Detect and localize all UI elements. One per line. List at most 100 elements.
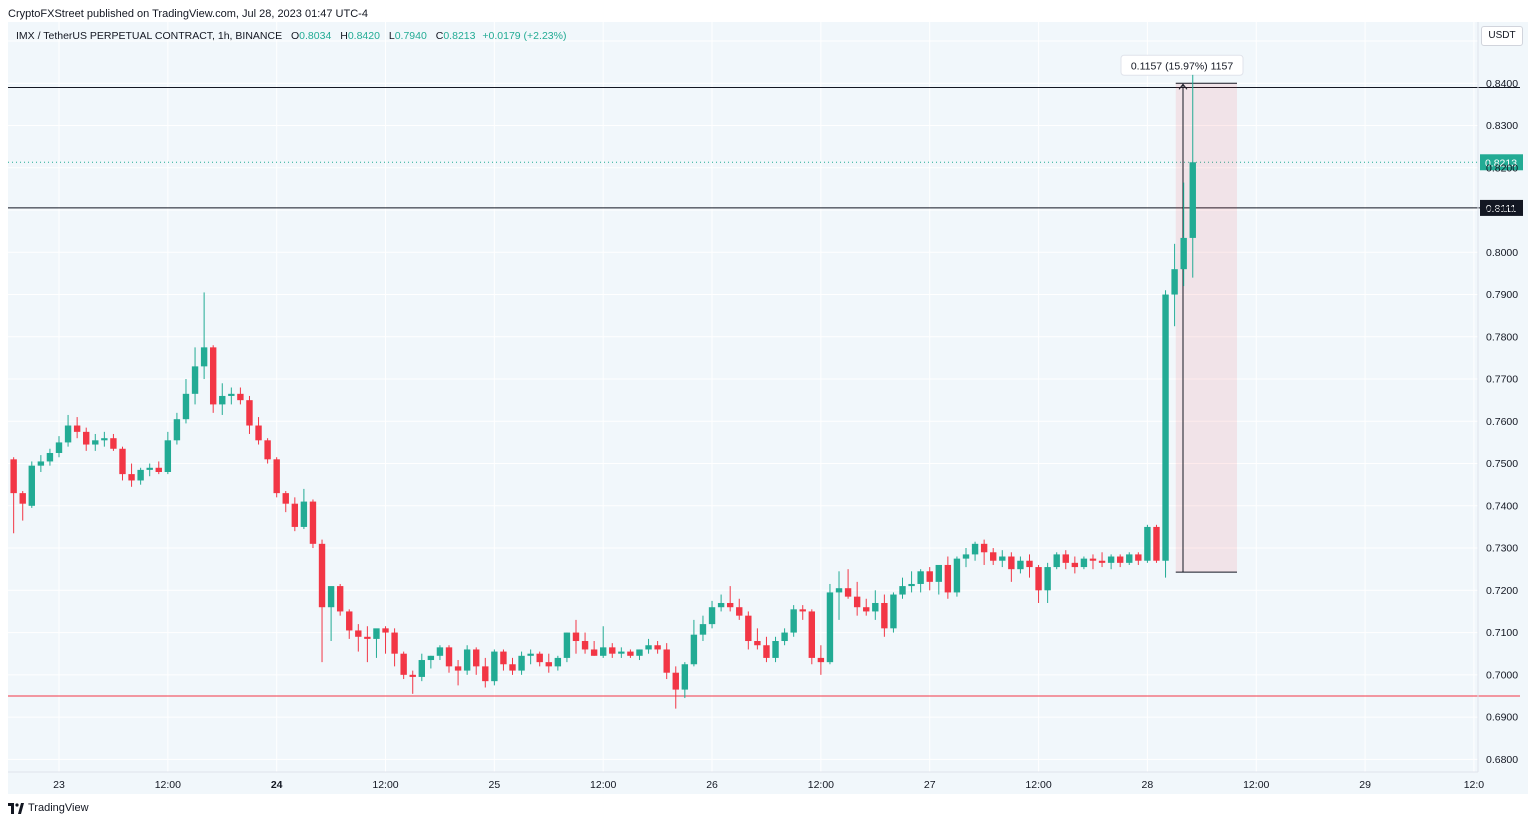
currency-unit-button[interactable]: USDT [1481, 26, 1523, 46]
candle-body [282, 493, 289, 504]
candle-body [28, 465, 35, 506]
candle-body [835, 588, 843, 593]
candle-up [300, 488, 308, 530]
candle-up [1180, 182, 1187, 287]
candle-body [219, 395, 226, 405]
candle-body [699, 624, 707, 635]
candle-up [1162, 290, 1169, 578]
candle-body [627, 651, 634, 656]
candle-body [427, 655, 435, 661]
candle-down [545, 653, 552, 673]
candle-down [83, 427, 90, 451]
candle-body [971, 543, 979, 555]
horizontal-levels: 0.8111 0.8213 [8, 86, 1523, 697]
candle-up [137, 467, 144, 485]
candle-body [1062, 554, 1069, 563]
candle-down [1062, 550, 1069, 570]
candle-up [971, 541, 979, 561]
candle-up [164, 431, 172, 475]
candle-body [228, 393, 235, 396]
close-value: 0.8213 [443, 30, 476, 42]
candle-body [1017, 560, 1024, 570]
level-price-tag [1480, 199, 1523, 216]
chart-area[interactable] [8, 22, 1528, 794]
time-tick-label: 12:00 [1025, 779, 1051, 791]
candle-down [382, 626, 389, 654]
candle-body [137, 469, 144, 481]
symbol-legend[interactable]: IMX / TetherUS PERPETUAL CONTRACT, 1h, B… [16, 30, 566, 42]
candle-down [128, 463, 135, 487]
candle-down [500, 649, 507, 671]
candle-body [155, 467, 162, 472]
price-tick-label: 0.8200 [1486, 162, 1518, 174]
candle-body [590, 649, 598, 656]
candle-down [255, 417, 262, 445]
time-tick-label: 27 [924, 779, 936, 791]
tradingview-logo[interactable]: TradingView [8, 802, 89, 814]
candle-body [64, 425, 72, 443]
candle-up [373, 628, 380, 658]
candle-down [309, 499, 317, 549]
candle-body [164, 440, 172, 472]
candle-down [799, 605, 806, 620]
time-tick-label: 23 [53, 779, 65, 791]
candle-up [200, 292, 208, 380]
candle-up [835, 571, 843, 620]
price-axis: 0.85000.84000.83000.82000.81000.80000.79… [1477, 22, 1518, 772]
candle-body [400, 653, 407, 675]
candle-body [436, 647, 444, 656]
candle-down [209, 345, 217, 413]
candle-up [1017, 556, 1024, 574]
candle-up [1189, 74, 1196, 278]
candle-body [128, 474, 135, 481]
candle-body [101, 438, 108, 441]
candle-body [745, 615, 752, 642]
open-label: O [291, 30, 300, 42]
time-tick-label: 28 [1142, 779, 1154, 791]
candle-up [690, 619, 698, 667]
candle-body [1107, 556, 1115, 563]
candle-down [817, 645, 825, 675]
candle-body [999, 556, 1006, 561]
candle-body [382, 628, 389, 633]
candle-body [790, 609, 797, 633]
candle-body [935, 564, 942, 582]
candle-body [663, 649, 670, 673]
candle-down [763, 636, 770, 663]
candle-body [808, 611, 816, 658]
candle-body [763, 645, 770, 658]
candle-down [246, 395, 253, 434]
candle-body [817, 657, 825, 663]
candle-down [364, 626, 371, 663]
candle-body [46, 452, 54, 462]
candle-up [708, 600, 716, 629]
candle-up [527, 649, 534, 665]
time-tick-label: 12:00 [590, 779, 616, 791]
candle-down [73, 417, 81, 439]
candle-down [745, 611, 752, 650]
published-caption: CryptoFXStreet published on TradingView.… [8, 8, 368, 20]
measure-arrowhead [1178, 83, 1188, 90]
candle-down [282, 491, 289, 513]
candle-up [327, 586, 335, 642]
candle-up [600, 626, 607, 658]
candle-body [92, 440, 99, 445]
price-tick-label: 0.7700 [1486, 374, 1518, 386]
candle-up [46, 448, 54, 466]
candle-down [400, 651, 407, 680]
candle-up [55, 436, 63, 458]
candle-body [10, 459, 17, 494]
time-tick-label: 12:00 [372, 779, 398, 791]
candle-down [454, 660, 462, 686]
candle-down [572, 619, 580, 654]
candle-down [110, 433, 117, 451]
candle-body [119, 448, 126, 475]
candle-body [1071, 562, 1079, 568]
candle-down [1098, 552, 1106, 568]
candle-up [173, 412, 181, 445]
candle-body [409, 674, 416, 677]
time-tick-label: 12:00 [155, 779, 181, 791]
candle-body [799, 609, 806, 612]
candle-down [808, 609, 816, 665]
